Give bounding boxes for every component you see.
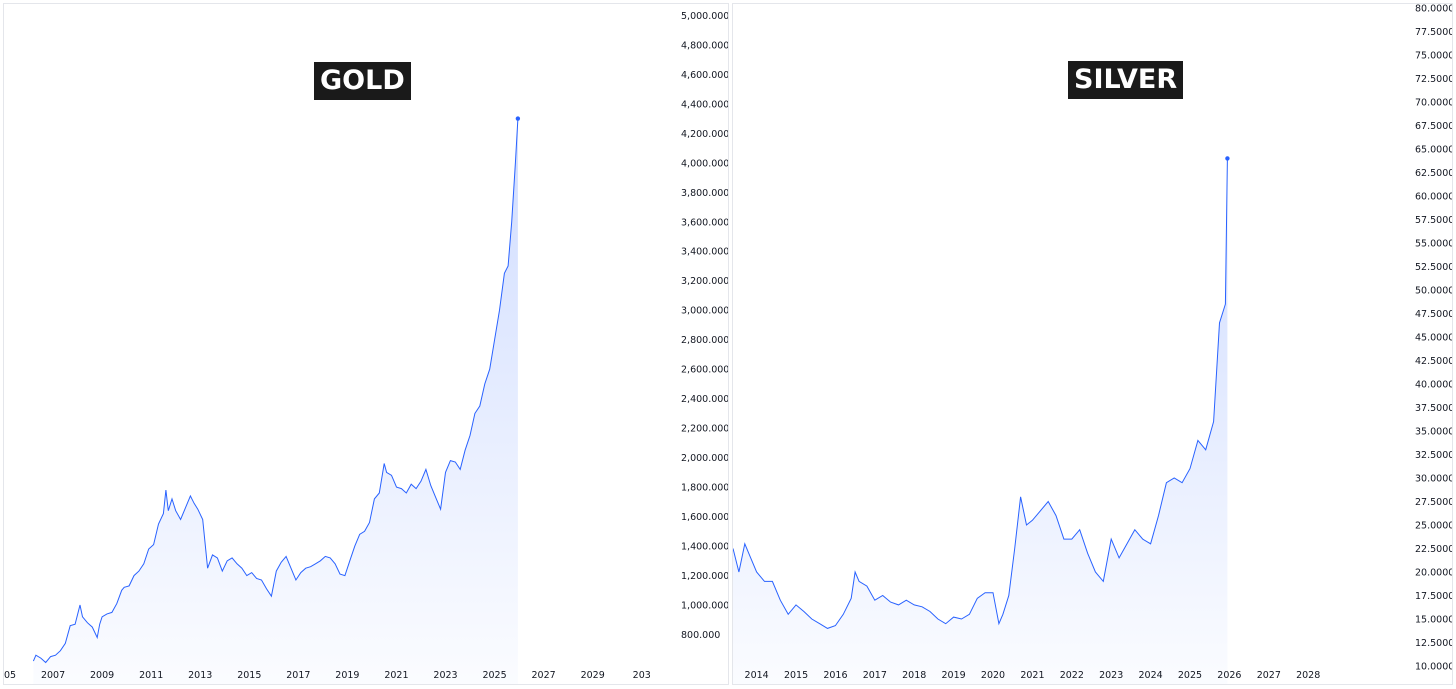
silver-y-tick-label: 25.0000: [1415, 521, 1453, 532]
silver-x-axis: 2014 2015 2016 2017 2018 2019 2020 2021 2022 2023…: [745, 670, 1321, 681]
silver-y-tick-label: 40.0000: [1415, 380, 1453, 391]
gold-y-tick-label: 3,200.000: [681, 276, 729, 287]
gold-x-axis: 2005 2007 2009 2011 2013 2015 2017 2019 2021 2023…: [4, 670, 651, 681]
gold-x-tick-label: 2023: [433, 670, 457, 681]
silver-x-tick-label: 2018: [902, 670, 926, 681]
gold-y-tick-label: 1,600.000: [681, 512, 729, 523]
silver-x-tick-label: 2014: [745, 670, 769, 681]
silver-x-tick-label: 2024: [1139, 670, 1163, 681]
gold-x-tick-label: 2021: [384, 670, 408, 681]
silver-y-tick-label: 30.0000: [1415, 474, 1453, 485]
gold-x-tick-label: 2019: [335, 670, 359, 681]
silver-y-tick-label: 57.5000: [1415, 215, 1453, 226]
gold-y-tick-label: 3,600.000: [681, 217, 729, 228]
silver-y-tick-label: 55.0000: [1415, 239, 1453, 250]
silver-x-tick-label: 2027: [1257, 670, 1281, 681]
silver-y-tick-label: 17.5000: [1415, 591, 1453, 602]
silver-y-tick-label: 80.0000: [1415, 4, 1453, 15]
silver-y-tick-label: 60.0000: [1415, 192, 1453, 203]
gold-chart-title: GOLD: [314, 62, 411, 100]
gold-chart-panel: 800.000 1,000.000 1,200.000 1,400.000 1,600.…: [3, 3, 729, 685]
silver-y-tick-label: 42.5000: [1415, 356, 1453, 367]
gold-x-tick-label: 2027: [532, 670, 556, 681]
gold-y-tick-label: 1,000.000: [681, 601, 729, 612]
gold-y-tick-label: 800.000: [681, 630, 720, 641]
silver-x-tick-label: 2025: [1178, 670, 1202, 681]
silver-y-tick-label: 52.5000: [1415, 262, 1453, 273]
gold-y-tick-label: 3,800.000: [681, 188, 729, 199]
silver-y-tick-label: 65.0000: [1415, 145, 1453, 156]
gold-y-tick-label: 4,600.000: [681, 70, 729, 81]
silver-y-tick-label: 12.5000: [1415, 638, 1453, 649]
silver-y-tick-label: 47.5000: [1415, 309, 1453, 320]
silver-y-tick-label: 35.0000: [1415, 427, 1453, 438]
silver-y-tick-label: 75.0000: [1415, 51, 1453, 62]
gold-x-tick-label: 2007: [41, 670, 65, 681]
silver-y-tick-label: 20.0000: [1415, 568, 1453, 579]
gold-last-point: [515, 116, 521, 121]
silver-y-tick-label: 77.5000: [1415, 27, 1453, 38]
gold-y-tick-label: 4,200.000: [681, 129, 729, 140]
gold-y-tick-label: 2,400.000: [681, 394, 729, 405]
gold-y-tick-label: 2,600.000: [681, 365, 729, 376]
gold-x-tick-label: 2011: [139, 670, 163, 681]
gold-x-tick-label: 2013: [188, 670, 212, 681]
gold-x-tick-label: 2015: [237, 670, 261, 681]
gold-x-tick-label: 2009: [90, 670, 114, 681]
gold-area-fill: [33, 118, 518, 684]
silver-x-tick-label: 2028: [1296, 670, 1320, 681]
silver-y-axis: 10.0000 12.5000 15.0000 17.5000 20.0000 22.50…: [1415, 4, 1453, 673]
silver-x-tick-label: 2023: [1099, 670, 1123, 681]
silver-price-line: [733, 158, 1228, 629]
silver-x-tick-label: 2021: [1020, 670, 1044, 681]
gold-y-tick-label: 4,000.000: [681, 158, 729, 169]
silver-x-tick-label: 2022: [1060, 670, 1084, 681]
gold-price-line: [32, 118, 519, 664]
silver-y-tick-label: 67.5000: [1415, 121, 1453, 132]
gold-x-tick-label: 2005: [4, 670, 16, 681]
silver-y-tick-label: 15.0000: [1415, 615, 1453, 626]
gold-y-tick-label: 3,000.000: [681, 306, 729, 317]
silver-y-tick-label: 32.5000: [1415, 450, 1453, 461]
gold-y-tick-label: 5,000.000: [681, 11, 729, 22]
silver-y-tick-label: 37.5000: [1415, 403, 1453, 414]
gold-y-tick-label: 2,000.000: [681, 453, 729, 464]
silver-y-tick-label: 45.0000: [1415, 333, 1453, 344]
gold-y-axis: 800.000 1,000.000 1,200.000 1,400.000 1,600.…: [681, 11, 729, 641]
silver-y-tick-label: 22.5000: [1415, 544, 1453, 555]
gold-y-tick-label: 1,800.000: [681, 483, 729, 494]
silver-last-point: [1225, 156, 1230, 161]
silver-x-tick-label: 2019: [942, 670, 966, 681]
silver-x-tick-label: 2026: [1217, 670, 1241, 681]
silver-chart-title: SILVER: [1068, 61, 1184, 99]
silver-chart-panel: 10.0000 12.5000 15.0000 17.5000 20.0000 22.50…: [732, 3, 1453, 685]
gold-y-tick-label: 2,800.000: [681, 335, 729, 346]
silver-x-tick-label: 2017: [863, 670, 887, 681]
gold-y-tick-label: 2,200.000: [681, 424, 729, 435]
silver-y-tick-label: 72.5000: [1415, 74, 1453, 85]
gold-x-tick-label: 2025: [482, 670, 506, 681]
silver-y-tick-label: 50.0000: [1415, 286, 1453, 297]
silver-y-tick-label: 62.5000: [1415, 168, 1453, 179]
silver-x-tick-label: 2020: [981, 670, 1005, 681]
silver-y-tick-label: 10.0000: [1415, 662, 1453, 673]
silver-y-tick-label: 70.0000: [1415, 98, 1453, 109]
gold-y-tick-label: 3,400.000: [681, 247, 729, 258]
gold-y-tick-label: 4,800.000: [681, 40, 729, 51]
silver-x-tick-label: 2016: [823, 670, 847, 681]
gold-y-tick-label: 1,200.000: [681, 571, 729, 582]
silver-y-tick-label: 27.5000: [1415, 497, 1453, 508]
gold-y-tick-label: 1,400.000: [681, 542, 729, 553]
gold-chart: 800.000 1,000.000 1,200.000 1,400.000 1,600.…: [4, 11, 729, 684]
silver-chart: 10.0000 12.5000 15.0000 17.5000 20.0000 22.50…: [733, 4, 1453, 684]
silver-x-tick-label: 2015: [784, 670, 808, 681]
gold-y-tick-label: 4,400.000: [681, 99, 729, 110]
gold-x-tick-label: 2017: [286, 670, 310, 681]
silver-area-fill: [733, 158, 1228, 684]
gold-x-tick-label: 2029: [581, 670, 605, 681]
gold-x-tick-label: 203: [633, 670, 651, 681]
